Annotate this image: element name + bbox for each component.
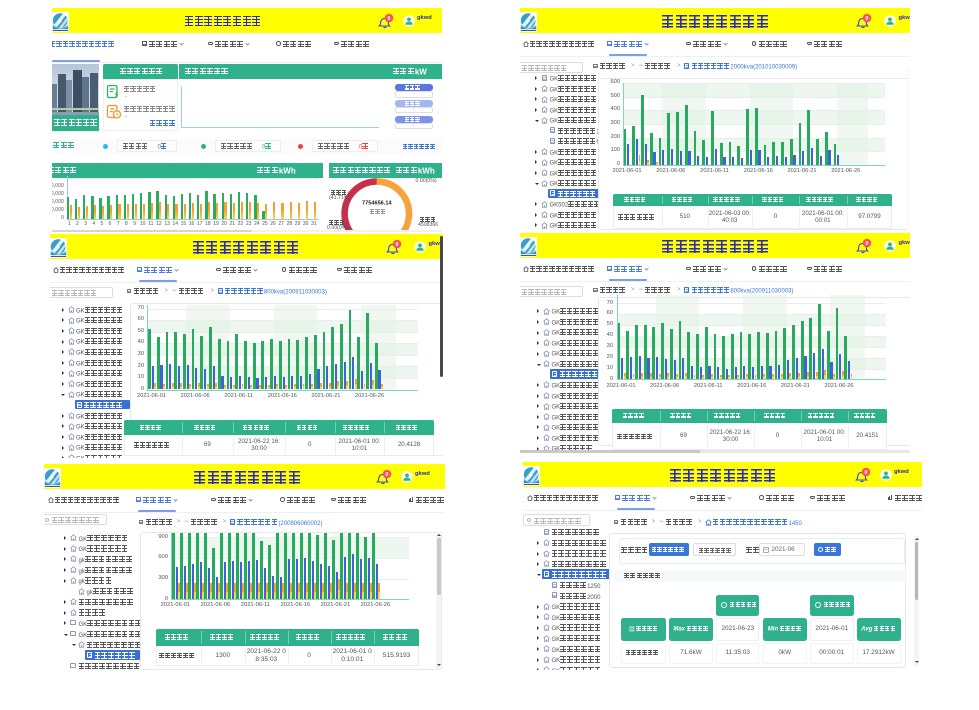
svg-text:0: 0	[866, 240, 869, 246]
svg-text:0: 0	[396, 241, 399, 247]
svg-text:0: 0	[386, 471, 389, 477]
svg-text:0: 0	[866, 15, 869, 21]
svg-text:7754656.14: 7754656.14	[362, 201, 392, 207]
svg-text:0: 0	[865, 469, 868, 475]
svg-text:0: 0	[388, 15, 391, 21]
